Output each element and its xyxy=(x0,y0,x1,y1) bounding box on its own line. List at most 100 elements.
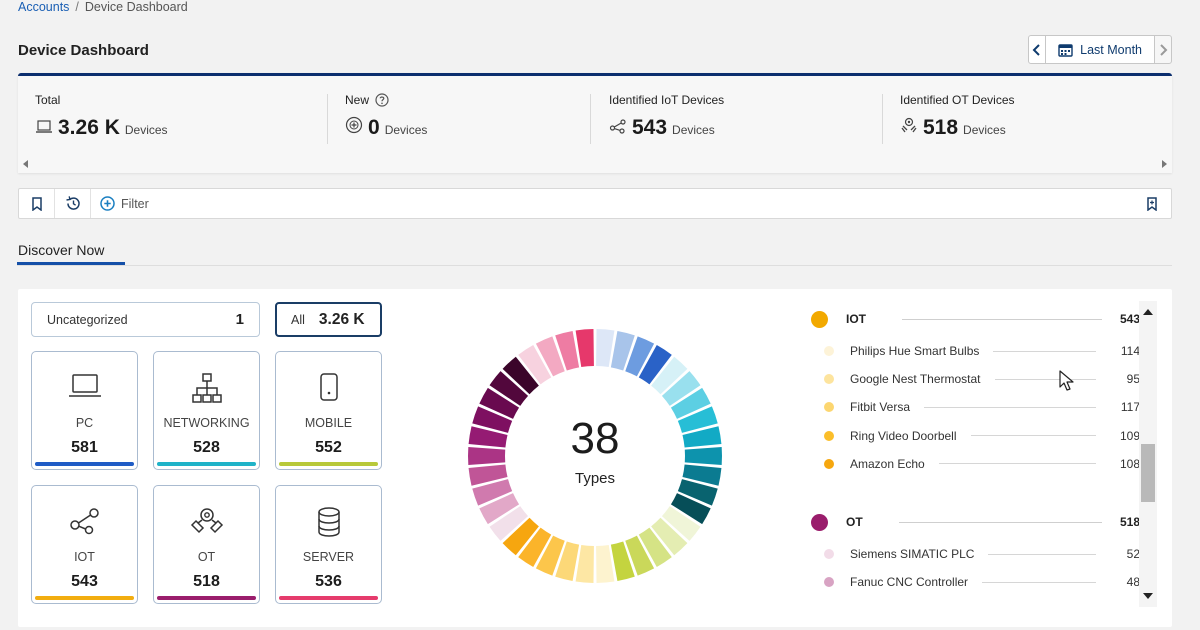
breadcrumb-separator: / xyxy=(75,0,79,14)
donut-segment[interactable] xyxy=(489,506,529,541)
donut-segment[interactable] xyxy=(518,527,552,567)
help-icon[interactable] xyxy=(375,93,389,107)
donut-segment[interactable] xyxy=(677,479,718,506)
legend-item[interactable]: Siemens SIMATIC PLC 52 xyxy=(808,544,1140,564)
legend-item-dot xyxy=(824,577,834,588)
scroll-up-icon[interactable] xyxy=(1143,309,1153,315)
donut-segment[interactable] xyxy=(670,387,711,419)
category-tile-networking[interactable]: NETWORKING 528 xyxy=(153,351,260,470)
summary-card-ot[interactable]: Identified OT Devices 518 Devices xyxy=(900,76,1160,154)
next-period-button[interactable] xyxy=(1154,35,1172,64)
tab-discover-now[interactable]: Discover Now xyxy=(18,242,105,258)
horizontal-scrollbar[interactable] xyxy=(18,155,1172,173)
donut-segment[interactable] xyxy=(610,330,635,371)
category-tile-iot[interactable]: IOT 543 xyxy=(31,485,138,604)
scrollbar-thumb[interactable] xyxy=(1141,444,1155,502)
date-range-button[interactable]: Last Month xyxy=(1046,35,1154,64)
donut-segment[interactable] xyxy=(502,517,539,556)
uncategorized-button[interactable]: Uncategorized 1 xyxy=(31,302,260,337)
category-tile-mobile[interactable]: MOBILE 552 xyxy=(275,351,382,470)
summary-card-value: 0 xyxy=(368,116,380,139)
scroll-left-icon[interactable] xyxy=(22,159,30,169)
donut-segment[interactable] xyxy=(502,356,539,395)
uncategorized-count: 1 xyxy=(235,311,244,328)
donut-segment[interactable] xyxy=(651,517,688,556)
donut-segment[interactable] xyxy=(555,541,580,582)
legend-item[interactable]: Fitbit Versa 117 xyxy=(808,397,1140,417)
donut-segment[interactable] xyxy=(651,356,688,395)
category-tile-pc[interactable]: PC 581 xyxy=(31,351,138,470)
legend-item-name: Fanuc CNC Controller xyxy=(850,575,969,590)
donut-segment[interactable] xyxy=(555,330,580,371)
all-devices-button[interactable]: All 3.26 K xyxy=(275,302,382,337)
tile-label: SERVER xyxy=(302,550,355,564)
donut-segment[interactable] xyxy=(670,493,711,525)
filter-bar: Filter xyxy=(18,188,1172,219)
summary-divider xyxy=(882,94,883,144)
donut-segment[interactable] xyxy=(610,541,635,582)
donut-segment[interactable] xyxy=(682,464,722,486)
summary-card-iot[interactable]: Identified IoT Devices 543 Devices xyxy=(609,76,879,154)
donut-segment[interactable] xyxy=(638,345,672,385)
donut-segment[interactable] xyxy=(625,336,655,377)
donut-segment[interactable] xyxy=(479,387,520,419)
donut-segment[interactable] xyxy=(661,506,701,541)
all-count: 3.26 K xyxy=(318,310,365,328)
donut-segment[interactable] xyxy=(625,535,655,576)
breadcrumb-accounts-link[interactable]: Accounts xyxy=(18,0,70,14)
legend-divider xyxy=(988,553,1096,555)
legend-scrollbar[interactable] xyxy=(1139,301,1157,607)
previous-period-button[interactable] xyxy=(1028,35,1047,64)
legend-divider xyxy=(993,350,1096,352)
history-icon xyxy=(65,196,80,210)
legend-item[interactable]: Fanuc CNC Controller 48 xyxy=(808,572,1140,592)
scroll-right-icon[interactable] xyxy=(1160,159,1168,169)
laptop-icon xyxy=(68,374,101,397)
laptop-icon xyxy=(36,120,52,133)
legend-item-name: Google Nest Thermostat xyxy=(850,372,981,387)
donut-segment[interactable] xyxy=(472,479,513,506)
summary-card-total[interactable]: Total 3.26 K Devices xyxy=(35,76,325,154)
filter-button[interactable]: Filter xyxy=(91,196,149,211)
category-tile-server[interactable]: SERVER 536 xyxy=(275,485,382,604)
saved-views-button[interactable] xyxy=(19,189,55,218)
donut-segment[interactable] xyxy=(479,493,520,525)
legend-item-value: 114 xyxy=(1120,344,1140,358)
legend-item[interactable]: Ring Video Doorbell 109 xyxy=(808,426,1140,446)
scroll-down-icon[interactable] xyxy=(1143,593,1153,599)
donut-segment[interactable] xyxy=(468,447,506,465)
tile-label: NETWORKING xyxy=(163,416,250,430)
legend-item[interactable]: Philips Hue Smart Bulbs 114 xyxy=(808,341,1140,361)
donut-segment[interactable] xyxy=(682,426,722,448)
summary-divider xyxy=(590,94,591,144)
donut-segment[interactable] xyxy=(535,535,565,576)
donut-segment[interactable] xyxy=(468,464,508,486)
donut-segment[interactable] xyxy=(518,345,552,385)
ot-icon xyxy=(190,508,223,534)
donut-segment[interactable] xyxy=(468,426,508,448)
donut-segment[interactable] xyxy=(575,544,594,583)
legend-item[interactable]: Google Nest Thermostat 95 xyxy=(808,369,1140,389)
breadcrumb-current: Device Dashboard xyxy=(84,0,188,14)
category-tile-ot[interactable]: OT 518 xyxy=(153,485,260,604)
legend-item[interactable]: Amazon Echo 108 xyxy=(808,454,1140,474)
donut-segment[interactable] xyxy=(684,447,722,465)
donut-segment[interactable] xyxy=(472,406,513,433)
filter-label: Filter xyxy=(121,196,149,211)
donut-segment[interactable] xyxy=(677,406,718,433)
legend-item-value: 109 xyxy=(1119,428,1140,443)
donut-segment[interactable] xyxy=(596,544,615,583)
donut-segment[interactable] xyxy=(638,527,672,567)
donut-segment[interactable] xyxy=(489,371,529,406)
donut-segment[interactable] xyxy=(575,329,594,368)
donut-segment[interactable] xyxy=(661,371,701,406)
summary-card-new[interactable]: New 0 Devices xyxy=(345,76,605,154)
legend-group-total: 543 xyxy=(1119,312,1140,326)
save-view-button[interactable] xyxy=(1133,196,1171,211)
history-button[interactable] xyxy=(55,189,91,218)
donut-segment[interactable] xyxy=(535,336,565,377)
tile-count: 581 xyxy=(71,439,98,456)
legend-group-ot[interactable]: OT 518 xyxy=(808,512,1140,532)
donut-segment[interactable] xyxy=(596,329,615,368)
legend-group-iot[interactable]: IOT 543 xyxy=(808,309,1140,329)
